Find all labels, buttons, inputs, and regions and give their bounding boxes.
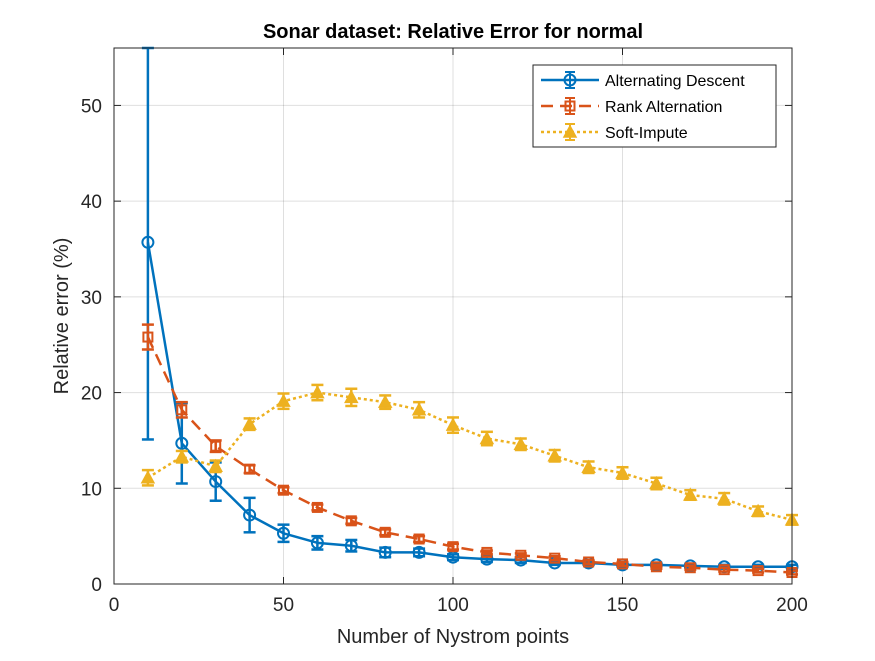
legend-label: Soft-Impute <box>605 125 688 142</box>
data-point <box>617 558 628 570</box>
y-tick-label: 0 <box>91 575 102 596</box>
data-point <box>413 533 425 545</box>
data-point <box>513 436 529 451</box>
data-point <box>142 331 154 343</box>
data-point <box>581 459 596 473</box>
x-tick-label: 200 <box>776 595 808 616</box>
data-point <box>208 458 223 473</box>
data-point <box>311 501 323 513</box>
data-point <box>684 562 696 574</box>
data-point <box>378 545 392 559</box>
series-2 <box>141 323 798 579</box>
data-point <box>683 487 698 501</box>
data-point <box>377 394 393 408</box>
data-point <box>242 416 257 430</box>
data-point <box>310 385 325 399</box>
data-point <box>716 491 732 505</box>
data-point <box>243 508 257 522</box>
legend-label: Rank Alternation <box>605 99 722 116</box>
y-tick-label: 30 <box>81 288 102 309</box>
y-tick-label: 10 <box>81 479 102 500</box>
data-point <box>210 440 222 452</box>
data-point <box>176 404 188 416</box>
data-point <box>276 393 291 407</box>
x-tick-label: 100 <box>437 595 469 616</box>
data-point <box>481 546 493 558</box>
data-point <box>549 552 561 564</box>
chart-title: Sonar dataset: Relative Error for normal <box>263 21 643 43</box>
data-point <box>547 448 562 462</box>
data-point <box>445 417 461 431</box>
legend-marker <box>562 124 578 138</box>
data-point <box>140 470 156 484</box>
series-layer <box>140 46 800 579</box>
data-point <box>278 484 289 496</box>
axes: 0 50 100 150 200 0 10 20 30 40 50 <box>81 48 808 616</box>
data-point <box>447 541 459 553</box>
y-tick-label: 20 <box>81 384 102 405</box>
legend-marker <box>563 73 577 87</box>
series-3 <box>140 383 800 526</box>
data-point <box>412 545 426 559</box>
data-point <box>615 465 630 479</box>
data-point <box>650 561 662 573</box>
data-point <box>344 389 359 404</box>
y-tick-label: 50 <box>81 96 102 117</box>
x-axis-title: Number of Nystrom points <box>337 626 569 648</box>
data-point <box>750 503 766 518</box>
legend-marker <box>564 100 576 112</box>
x-tick-label: 150 <box>607 595 639 616</box>
legend-item: Rank Alternation <box>541 97 722 116</box>
data-point <box>141 235 155 249</box>
data-point <box>649 475 664 490</box>
legend-item: Alternating Descent <box>541 71 745 90</box>
legend-label: Alternating Descent <box>605 73 745 90</box>
data-point <box>175 436 189 450</box>
data-point <box>583 556 595 568</box>
data-point <box>379 526 391 538</box>
data-point <box>344 539 358 553</box>
data-point <box>515 549 527 561</box>
data-point <box>345 515 357 527</box>
x-tick-label: 50 <box>273 595 294 616</box>
y-axis-title: Relative error (%) <box>51 238 73 395</box>
x-tick-label: 0 <box>109 595 120 616</box>
data-point <box>411 402 427 416</box>
legend: Alternating Descent Rank Alternation Soft-… <box>532 64 777 148</box>
data-point <box>209 475 223 489</box>
data-point <box>752 565 764 577</box>
y-tick-label: 40 <box>81 192 102 213</box>
data-point <box>310 536 324 550</box>
data-point <box>174 449 190 463</box>
data-point <box>277 526 290 540</box>
data-point <box>479 430 495 445</box>
data-point <box>718 564 730 576</box>
legend-item: Soft-Impute <box>541 123 688 142</box>
data-point <box>244 463 256 475</box>
